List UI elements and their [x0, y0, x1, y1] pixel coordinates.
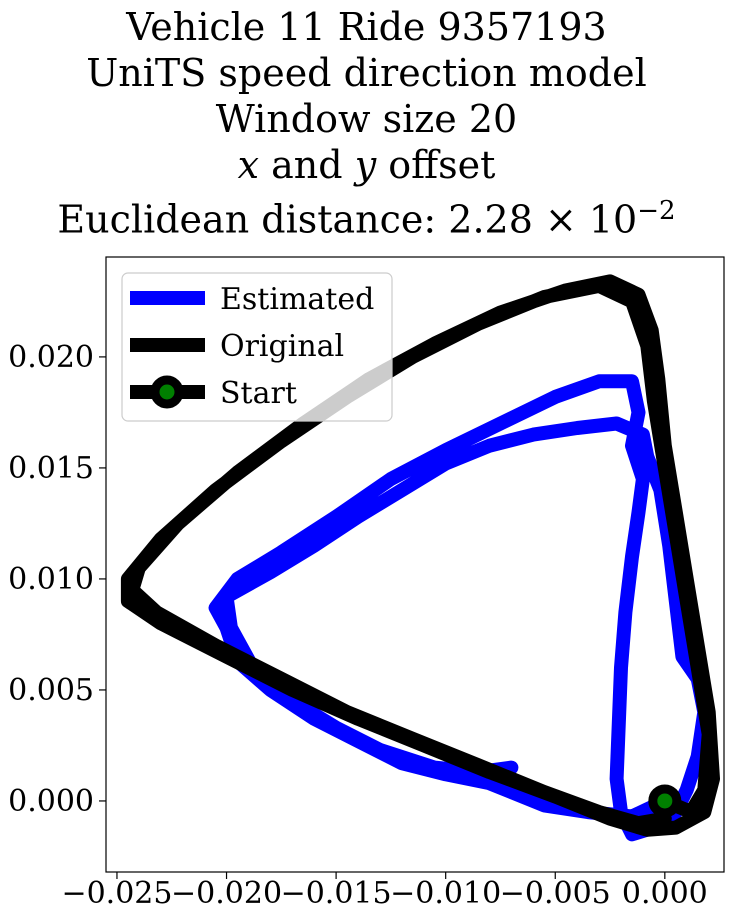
y-tick-label: 0.005 — [8, 673, 94, 708]
legend-box — [121, 272, 393, 422]
y-tick-label: 0.000 — [8, 784, 94, 819]
legend-start-marker — [150, 375, 184, 409]
y-tick-label: 0.010 — [8, 562, 94, 597]
x-tick-label: −0.020 — [171, 876, 282, 911]
x-tick-label: −0.005 — [500, 876, 611, 911]
title-line-5: Euclidean distance: 2.28 × 10−2 — [0, 188, 733, 243]
series-line-original — [120, 274, 720, 837]
legend: Estimated Original Start — [121, 272, 393, 422]
start-marker — [648, 784, 682, 818]
tick-layer: −0.025−0.020−0.015−0.010−0.005 0.000 0.000… — [8, 340, 708, 911]
x-tick-label: −0.025 — [61, 876, 172, 911]
title-line-1: Vehicle 11 Ride 9357193 — [126, 5, 607, 49]
title-line-2: UniTS speed direction model — [86, 51, 647, 95]
title-line-3: Window size 20 — [215, 97, 518, 141]
x-tick-label: −0.010 — [390, 876, 501, 911]
title-distance-text: Euclidean distance: 2.28 × 10 — [57, 197, 638, 242]
legend-label-original: Original — [220, 329, 344, 364]
x-tick-label: −0.015 — [281, 876, 392, 911]
title-line-4: x and y offset — [0, 142, 733, 188]
x-tick-label: 0.000 — [622, 876, 708, 911]
legend-label-start: Start — [220, 376, 297, 411]
y-tick-label: 0.015 — [8, 451, 94, 486]
series-layer — [120, 274, 720, 842]
title-x-symbol: x — [237, 143, 260, 187]
title-and-word: and — [259, 143, 355, 187]
title-offset-word: offset — [376, 143, 496, 187]
title-distance-exponent: −2 — [637, 196, 676, 226]
chart-title: Vehicle 11 Ride 9357193 UniTS speed dire… — [0, 0, 733, 243]
axes-frame — [105, 256, 725, 873]
y-tick-label: 0.020 — [8, 340, 94, 375]
legend-label-estimated: Estimated — [220, 282, 374, 317]
title-y-symbol: y — [354, 143, 377, 187]
